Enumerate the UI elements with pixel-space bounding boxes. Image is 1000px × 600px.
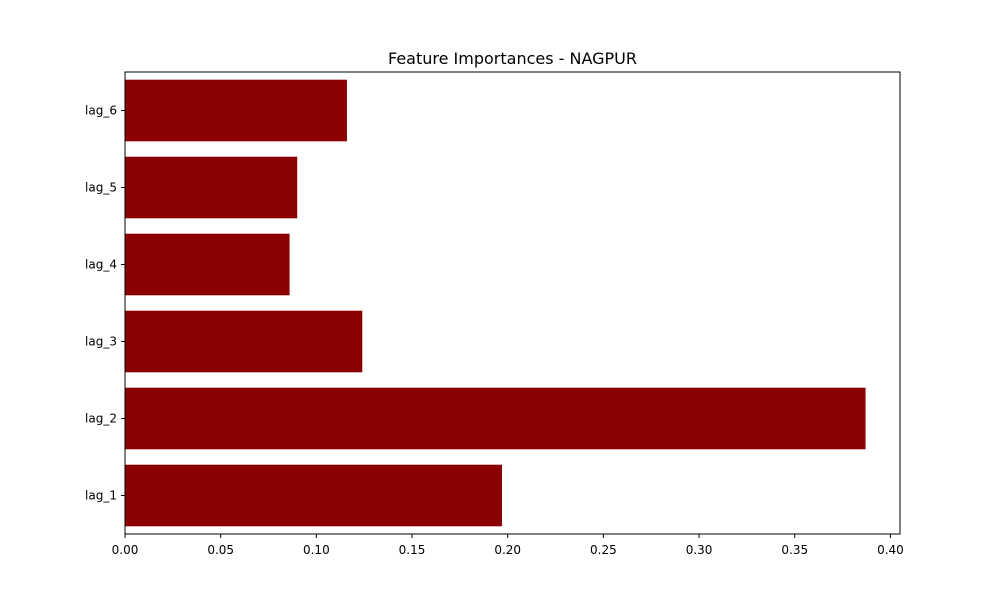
y-tick-label: lag_1 <box>85 489 117 503</box>
bar-lag_1 <box>125 464 502 527</box>
bar-lag_5 <box>125 156 298 219</box>
bar-lag_3 <box>125 310 363 373</box>
x-tick-label: 0.25 <box>590 543 617 557</box>
bar-lag_4 <box>125 233 290 296</box>
x-tick-label: 0.30 <box>686 543 713 557</box>
y-axis: lag_1 lag_2 lag_3 lag_4 lag_5 lag_6 <box>85 104 125 503</box>
chart-title: Feature Importances - NAGPUR <box>388 49 637 68</box>
bar-lag_6 <box>125 79 347 142</box>
y-tick-label: lag_4 <box>85 258 117 272</box>
bars-group <box>125 79 866 527</box>
x-tick-label: 0.10 <box>303 543 330 557</box>
x-tick-label: 0.15 <box>399 543 426 557</box>
x-tick-label: 0.00 <box>112 543 139 557</box>
y-tick-label: lag_5 <box>85 181 117 195</box>
x-tick-label: 0.20 <box>494 543 521 557</box>
bar-lag_2 <box>125 387 866 450</box>
x-tick-label: 0.35 <box>781 543 808 557</box>
y-tick-label: lag_6 <box>85 104 117 118</box>
plot-frame <box>124 71 901 535</box>
x-axis: 0.00 0.05 0.10 0.15 0.20 0.25 0.30 0.35 0.40 <box>112 534 904 557</box>
x-tick-label: 0.05 <box>207 543 234 557</box>
y-tick-label: lag_3 <box>85 335 117 349</box>
y-tick-label: lag_2 <box>85 412 117 426</box>
x-tick-label: 0.40 <box>877 543 904 557</box>
